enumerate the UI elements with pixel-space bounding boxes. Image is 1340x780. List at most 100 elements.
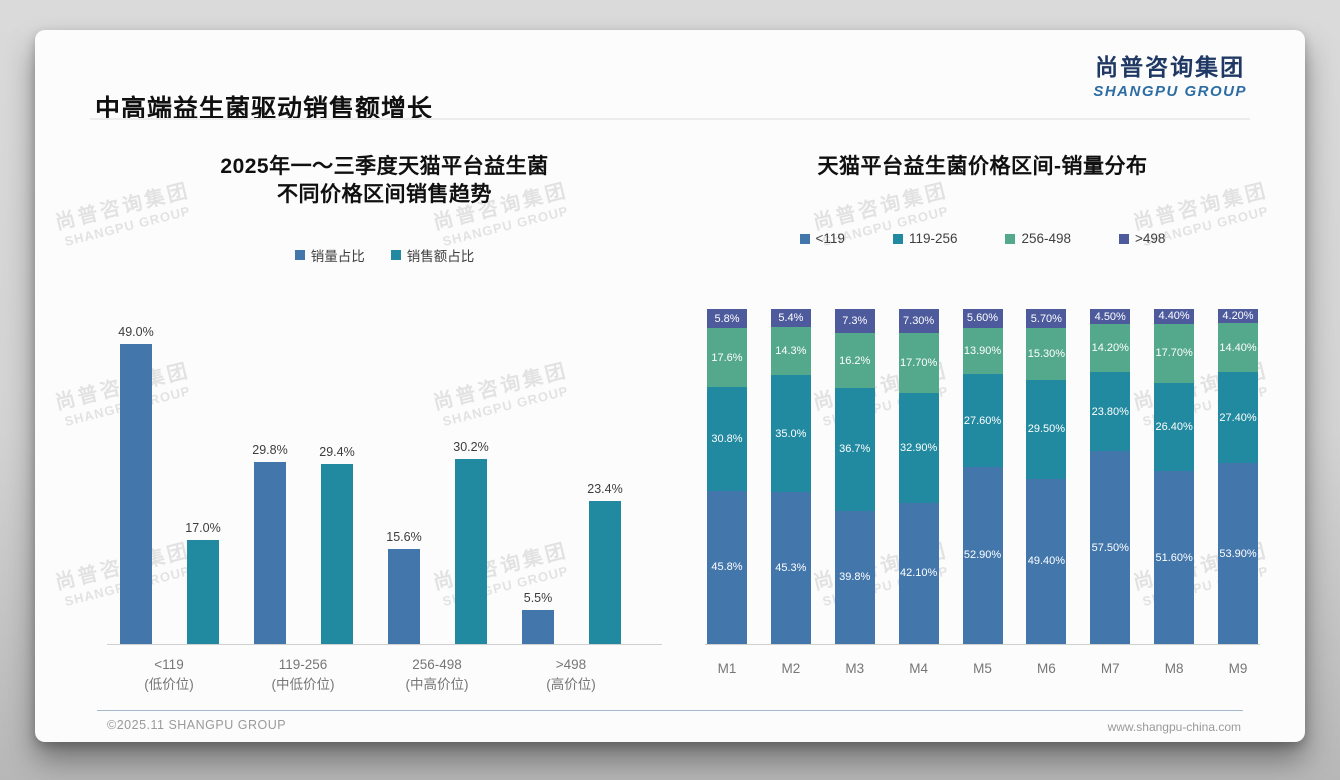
grouped-bar [120,344,152,644]
bar-value-label: 30.2% [453,440,489,454]
segment-value-label: 35.0% [775,427,807,440]
legend-label: 119-256 [908,231,958,246]
segment-value-label: 51.60% [1155,551,1193,564]
legend-label: 销售额占比 [406,249,475,264]
segment-value-label: 7.3% [842,315,868,328]
stacked-segment: 4.40% [1154,309,1195,324]
category-desc: (低价位) [144,677,194,692]
month-label: M1 [717,661,737,676]
stacked-bar: 7.3% 16.2% 36.7% 39.8% [834,309,875,644]
bar-value-label: 17.0% [185,521,221,535]
chart-title: 2025年一～三季度天猫平台益生菌 不同价格区间销售趋势 [97,153,672,209]
segment-value-label: 32.90% [899,441,938,454]
stacked-segment: 14.40% [1218,323,1258,372]
month-label: M8 [1164,661,1184,676]
category-axis: <119 (低价位) 119-256 (中低价位) 256-498 (中高价位) >498 (… [97,655,672,705]
legend-swatch-icon [799,233,810,244]
segment-value-label: 5.8% [714,312,740,325]
legend-item: 销量占比 [294,245,365,265]
segment-value-label: 15.30% [1027,348,1066,361]
stacked-segment: 45.8% [707,490,747,644]
stacked-segment: 17.6% [707,328,747,388]
logo-text-en: SHANGPU GROUP [1093,83,1247,100]
segment-value-label: 4.50% [1094,310,1126,323]
stacked-segment: 30.8% [707,387,747,491]
stacked-segment: 7.30% [898,309,939,334]
grouped-bar [522,610,554,644]
stacked-segment: 35.0% [770,375,811,493]
stacked-segment: 32.90% [898,392,939,503]
month-label: M5 [973,661,992,676]
stacked-segment: 39.8% [834,510,875,644]
legend-item: 256-498 [1005,231,1071,246]
month-label: M4 [909,661,928,676]
grouped-bar [187,540,219,644]
chart-title-line1: 2025年一～三季度天猫平台益生菌 [220,155,549,178]
stacked-segment: 14.3% [770,327,811,375]
stacked-segment: 5.4% [770,309,811,328]
stacked-bar-plot: 5.8% 17.6% 30.8% 45.8% 5.4% 14.3% 35.0% 45.3% 7.… [707,309,1258,644]
category-desc: (高价位) [546,677,596,692]
legend-label: <119 [815,231,845,246]
segment-value-label: 16.2% [839,354,871,367]
segment-value-label: 14.3% [775,345,807,358]
bar-value-label: 23.4% [587,482,623,496]
bar-value-label: 29.8% [252,443,288,457]
category-label: >498 (高价位) [501,655,641,695]
month-label: M7 [1100,661,1120,676]
stacked-bar: 5.60% 13.90% 27.60% 52.90% [962,309,1003,644]
chart-title: 天猫平台益生菌价格区间-销量分布 [817,155,1148,178]
segment-value-label: 49.40% [1027,555,1066,568]
legend-item: 119-256 [892,231,958,246]
stacked-segment: 42.10% [898,502,939,644]
segment-value-label: 5.4% [778,312,804,325]
legend-label: >498 [1135,231,1166,246]
stacked-segment: 7.3% [834,309,875,334]
header-divider [90,118,1250,120]
stacked-segment: 26.40% [1154,382,1195,472]
stacked-segment: 17.70% [898,333,939,393]
stacked-segment: 5.8% [707,309,747,329]
segment-value-label: 42.10% [899,567,938,580]
category-range: 256-498 [412,657,462,672]
grouped-bar-plot: 49.0% 29.8% 15.6% 5.5% 17.0% 29.4% 30.2% 23.4% [97,314,672,644]
segment-value-label: 27.40% [1219,411,1257,424]
stacked-segment: 45.3% [770,492,811,644]
logo-text-cn: 尚普咨询集团 [1095,54,1246,80]
stacked-bar: 5.70% 15.30% 29.50% 49.40% [1026,309,1067,644]
legend-label: 销量占比 [310,249,365,264]
segment-value-label: 14.20% [1091,341,1129,354]
segment-value-label: 29.50% [1027,423,1066,436]
segment-value-label: 45.8% [711,561,743,574]
chart-title-line2: 不同价格区间销售趋势 [277,183,492,206]
stacked-bar: 7.30% 17.70% 32.90% 42.10% [898,309,939,644]
stacked-bar: 4.20% 14.40% 27.40% 53.90% [1218,309,1258,644]
stacked-bar: 5.8% 17.6% 30.8% 45.8% [707,309,747,644]
category-range: 119-256 [278,657,328,672]
category-desc: (中低价位) [271,677,335,692]
bar-value-label: 29.4% [319,445,355,459]
stacked-segment: 57.50% [1090,451,1131,644]
footer-website: www.shangpu-china.com [1107,720,1241,734]
category-axis: M1 M2 M3 M4 M5 M6 M7 M8 M9 [707,661,1258,676]
category-range: >498 [555,657,587,672]
stacked-segment: 16.2% [834,333,875,388]
segment-value-label: 39.8% [839,571,871,584]
grouped-bar [589,501,621,644]
bar-value-label: 5.5% [523,591,553,605]
segment-value-label: 30.8% [711,432,743,445]
stacked-segment: 5.70% [1026,309,1067,329]
legend-swatch-icon [892,233,903,244]
stacked-segment: 5.60% [962,309,1003,328]
segment-value-label: 26.40% [1155,421,1193,434]
segment-value-label: 53.90% [1219,547,1257,560]
segment-value-label: 5.60% [966,312,999,325]
segment-value-label: 5.70% [1030,312,1062,325]
footer-copyright: ©2025.11 SHANGPU GROUP [107,718,287,732]
company-logo: 尚普咨询集团 SHANGPU GROUP [1093,48,1247,100]
category-desc: (中高价位) [405,677,469,692]
grouped-bar [455,459,487,644]
stacked-bar: 4.40% 17.70% 26.40% 51.60% [1154,309,1195,644]
segment-value-label: 23.80% [1091,405,1129,418]
stacked-segment: 4.50% [1090,309,1131,325]
